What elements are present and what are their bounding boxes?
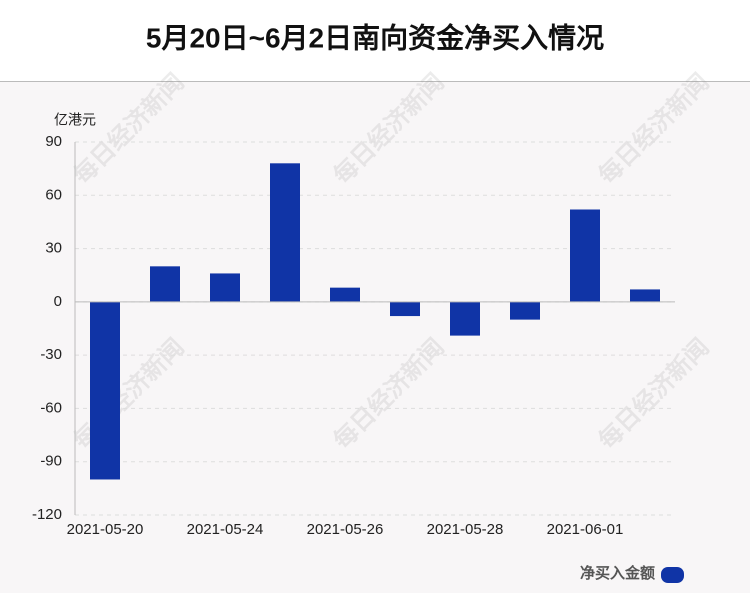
watermark: 每日经济新闻 [68,333,190,455]
watermark: 每日经济新闻 [593,333,715,455]
watermark: 每日经济新闻 [68,68,190,190]
watermark: 每日经济新闻 [328,68,450,190]
chart-title: 5月20日~6月2日南向资金净买入情况 [146,21,604,53]
x-tick-label: 2021-05-26 [307,521,384,538]
y-tick-label: 60 [45,186,62,203]
y-tick-label: 30 [45,240,62,257]
y-axis-label: 亿港元 [54,112,96,128]
bar [630,289,660,302]
y-tick-label: 0 [54,293,62,310]
bar [570,209,600,302]
bar [330,287,360,302]
bar [210,273,240,302]
x-tick-label: 2021-06-01 [547,521,624,538]
bar [390,301,420,317]
legend-swatch [661,567,684,583]
x-tick-label: 2021-05-24 [187,521,264,538]
bar [150,266,180,302]
y-tick-label: -60 [40,399,62,416]
bar [270,163,300,302]
y-tick-label: 90 [45,133,62,150]
x-tick-label: 2021-05-20 [67,521,144,538]
legend-label: 净买入金额 [580,564,655,582]
watermark: 每日经济新闻 [328,333,450,455]
y-tick-label: -120 [32,506,62,523]
bar [90,301,120,480]
x-tick-label: 2021-05-28 [427,521,504,538]
y-tick-label: -30 [40,346,62,363]
watermark: 每日经济新闻 [593,68,715,190]
bar [510,301,540,320]
title-bar [0,0,750,81]
bar [450,301,480,336]
y-tick-label: -90 [40,453,62,470]
